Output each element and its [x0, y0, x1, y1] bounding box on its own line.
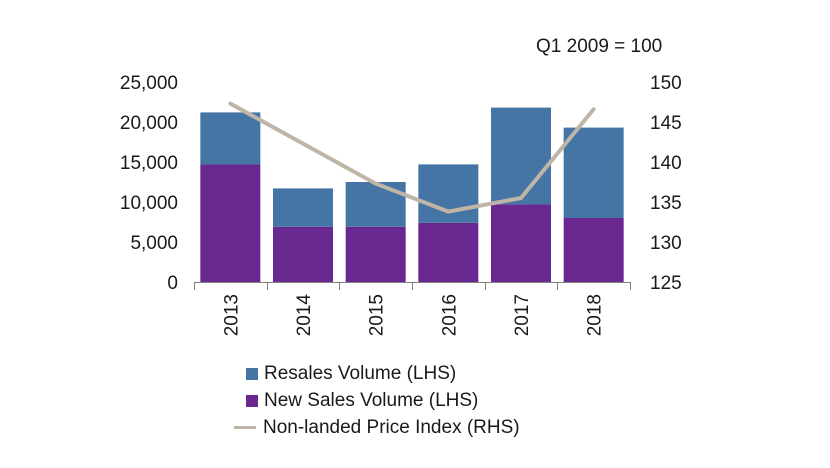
bar-new-sales-2014 — [273, 226, 333, 282]
legend-label-resales: Resales Volume (LHS) — [264, 362, 457, 384]
right-tick-label: 125 — [650, 273, 682, 294]
left-tick-label: 25,000 — [120, 73, 178, 94]
left-tick-label: 0 — [167, 273, 178, 294]
left-tick-label: 5,000 — [130, 233, 178, 254]
legend: Resales Volume (LHS) New Sales Volume (L… — [234, 360, 520, 441]
category-label-2016: 2016 — [439, 294, 460, 336]
right-tick-label: 145 — [650, 113, 682, 134]
right-axis-note: Q1 2009 = 100 — [536, 36, 663, 57]
category-label-2013: 2013 — [221, 294, 242, 336]
left-tick-label: 10,000 — [120, 193, 178, 214]
axes-layer — [194, 282, 631, 290]
legend-item-new-sales: New Sales Volume (LHS) — [234, 387, 520, 414]
bar-new-sales-2013 — [200, 164, 261, 282]
bars-layer — [200, 107, 624, 282]
bar-new-sales-2018 — [563, 218, 624, 282]
bar-resales-2015 — [345, 182, 406, 227]
legend-item-resales: Resales Volume (LHS) — [234, 360, 520, 387]
legend-swatch-resales — [246, 367, 258, 380]
category-label-2017: 2017 — [512, 294, 533, 336]
bar-resales-2018 — [563, 127, 624, 218]
right-tick-label: 135 — [650, 193, 682, 214]
line-layer — [228, 101, 596, 214]
category-label-2015: 2015 — [367, 294, 388, 336]
legend-swatch-new-sales — [246, 394, 258, 407]
bar-new-sales-2015 — [345, 226, 406, 282]
bar-new-sales-2016 — [418, 222, 479, 282]
bar-resales-2017 — [491, 107, 551, 205]
left-tick-label: 20,000 — [120, 113, 178, 134]
legend-label-new-sales: New Sales Volume (LHS) — [264, 389, 479, 411]
bar-new-sales-2017 — [491, 204, 551, 282]
legend-item-price-index: Non-landed Price Index (RHS) — [234, 414, 520, 441]
ticks-layer: 0 5,000 10,000 15,000 20,000 25,000 125 130 135 1… — [120, 73, 682, 336]
right-tick-label: 150 — [650, 73, 682, 94]
category-label-2014: 2014 — [294, 294, 315, 337]
bar-resales-2013 — [200, 112, 261, 165]
legend-swatch-price-index — [234, 426, 256, 429]
price-index-line — [228, 101, 596, 214]
left-tick-label: 15,000 — [120, 153, 178, 174]
bar-resales-2016 — [418, 164, 479, 223]
legend-label-price-index: Non-landed Price Index (RHS) — [263, 416, 520, 438]
bar-resales-2014 — [273, 188, 333, 227]
right-tick-label: 140 — [650, 153, 682, 174]
right-tick-label: 130 — [650, 233, 682, 254]
category-label-2018: 2018 — [585, 294, 606, 336]
